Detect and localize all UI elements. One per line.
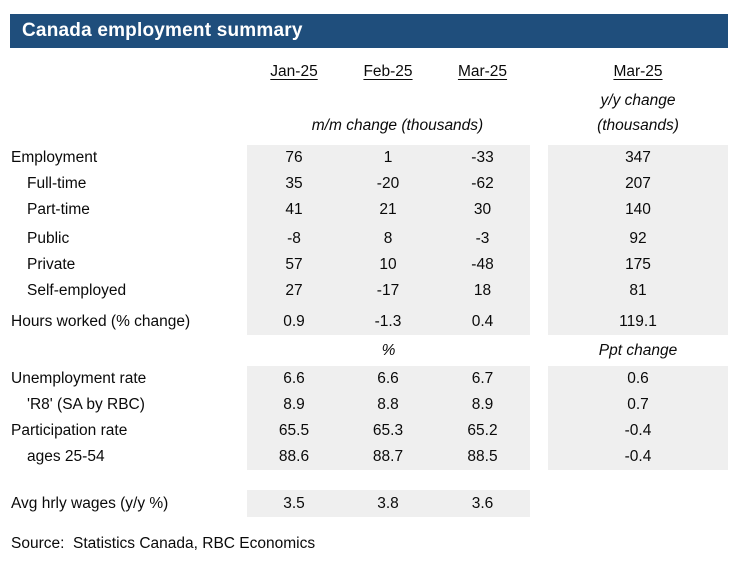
mm-column-shading (247, 145, 530, 335)
section2-units-row: % Ppt change (10, 335, 728, 366)
table-row: Private 57 10 -48 175 (10, 252, 728, 278)
cell-mar: -48 (471, 256, 494, 273)
section-rates: Unemployment rate 6.6 6.6 6.7 0.6 'R8' (… (10, 366, 728, 470)
cell-yoy: 175 (625, 256, 651, 273)
cell-yoy: 0.6 (627, 370, 649, 387)
col-header-mar-25: Mar-25 (457, 63, 508, 80)
cell-feb: 65.3 (372, 422, 404, 439)
cell-feb: 8 (383, 230, 393, 247)
table-row: Part-time 41 21 30 140 (10, 197, 728, 223)
ppt-change-unit-label: Ppt change (598, 341, 678, 359)
cell-mar: -62 (471, 175, 494, 192)
section-employment: Employment 76 1 -33 347 Full-time 35 -20… (10, 145, 728, 335)
cell-feb: 8.8 (377, 396, 399, 413)
yoy-caption-row: y/y change (10, 82, 728, 110)
cell-yoy: 140 (625, 201, 651, 218)
cell-feb: -20 (376, 175, 400, 192)
cell-yoy: 92 (629, 230, 647, 247)
cell-mar: 65.2 (467, 422, 498, 439)
row-label: Self-employed (27, 282, 127, 299)
col-header-jan-25: Jan-25 (270, 63, 318, 80)
table-row: Avg hrly wages (y/y %) 3.5 3.8 3.6 (10, 490, 728, 517)
cell-jan: 35 (285, 175, 303, 192)
cell-feb: 88.7 (372, 448, 404, 465)
cell-feb: 21 (379, 201, 397, 218)
table-row: Unemployment rate 6.6 6.6 6.7 0.6 (10, 366, 728, 392)
col-header-yoy-mar-25: Mar-25 (613, 63, 663, 80)
percent-unit-label: % (381, 341, 396, 359)
cell-mar: 8.9 (471, 396, 494, 413)
row-label: 'R8' (SA by RBC) (27, 396, 145, 413)
cell-jan: 3.5 (283, 494, 305, 512)
cell-yoy: 119.1 (619, 313, 657, 330)
cell-mar: 0.4 (471, 313, 494, 330)
mm-unit-label: m/m change (thousands) (311, 117, 484, 134)
cell-yoy: -0.4 (624, 422, 652, 439)
column-header-row: Jan-25 Feb-25 Mar-25 Mar-25 (10, 48, 728, 82)
mm-column-shading (247, 366, 530, 470)
cell-yoy: 81 (629, 282, 647, 299)
table-row: Full-time 35 -20 -62 207 (10, 171, 728, 197)
yoy-unit-label-line1: y/y change (600, 92, 676, 109)
cell-yoy: 207 (625, 175, 651, 192)
title-bar: Canada employment summary (10, 14, 728, 48)
table-row: Hours worked (% change) 0.9 -1.3 0.4 119… (10, 309, 728, 335)
row-label: Unemployment rate (11, 370, 147, 387)
section-wages: Avg hrly wages (y/y %) 3.5 3.8 3.6 (10, 490, 728, 517)
cell-jan: 27 (285, 282, 303, 299)
row-label: Hours worked (% change) (11, 313, 191, 330)
row-label: Employment (11, 149, 98, 166)
cell-jan: 88.6 (278, 448, 310, 465)
cell-jan: 6.6 (283, 370, 305, 387)
cell-jan: 76 (285, 149, 303, 166)
cell-mar: -33 (471, 149, 494, 166)
table-row: Public -8 8 -3 92 (10, 226, 728, 252)
row-label: Participation rate (11, 422, 128, 439)
cell-yoy: 347 (625, 149, 651, 166)
row-label: ages 25-54 (27, 448, 105, 465)
mm-column-shading (247, 490, 530, 517)
cell-mar: 6.7 (471, 370, 494, 387)
cell-jan: 8.9 (283, 396, 305, 413)
cell-feb: 1 (383, 149, 393, 166)
cell-yoy: 0.7 (627, 396, 649, 413)
table-row: Self-employed 27 -17 18 81 (10, 278, 728, 304)
cell-jan: 57 (285, 256, 303, 273)
yoy-column-shading (548, 145, 728, 335)
page-title: Canada employment summary (22, 20, 303, 41)
source-note: Source: Statistics Canada, RBC Economics (11, 535, 316, 552)
table-row: 'R8' (SA by RBC) 8.9 8.8 8.9 0.7 (10, 392, 728, 418)
row-label: Part-time (27, 201, 90, 218)
yoy-unit-label-line2: (thousands) (597, 117, 679, 134)
table-row: Employment 76 1 -33 347 (10, 145, 728, 171)
row-label: Public (27, 230, 70, 247)
cell-mar: 88.5 (467, 448, 498, 465)
units-row: m/m change (thousands) (thousands) (10, 110, 728, 137)
row-label: Avg hrly wages (y/y %) (11, 494, 169, 512)
cell-jan: 65.5 (278, 422, 310, 439)
cell-mar: -3 (475, 230, 490, 247)
table-body: Jan-25 Feb-25 Mar-25 Mar-25 y/y change m… (10, 48, 728, 554)
cell-mar: 30 (473, 201, 492, 218)
yoy-column-shading (548, 366, 728, 470)
cell-mar: 18 (473, 282, 492, 299)
employment-summary-figure: Canada employment summary Jan-25 Feb-25 … (0, 14, 736, 554)
table-row: Participation rate 65.5 65.3 65.2 -0.4 (10, 418, 728, 444)
col-header-feb-25: Feb-25 (363, 63, 413, 80)
row-label: Private (27, 256, 76, 273)
table-row: ages 25-54 88.6 88.7 88.5 -0.4 (10, 444, 728, 470)
row-label: Full-time (27, 175, 87, 192)
source-row: Source: Statistics Canada, RBC Economics (10, 534, 728, 554)
cell-jan: -8 (287, 230, 301, 247)
cell-jan: 41 (285, 201, 303, 218)
cell-jan: 0.9 (283, 313, 305, 330)
cell-feb: -17 (376, 282, 400, 299)
cell-mar: 3.6 (471, 494, 494, 512)
cell-feb: 3.8 (377, 494, 399, 512)
cell-feb: -1.3 (374, 313, 402, 330)
cell-feb: 10 (379, 256, 397, 273)
cell-yoy: -0.4 (624, 448, 652, 465)
cell-feb: 6.6 (377, 370, 399, 387)
